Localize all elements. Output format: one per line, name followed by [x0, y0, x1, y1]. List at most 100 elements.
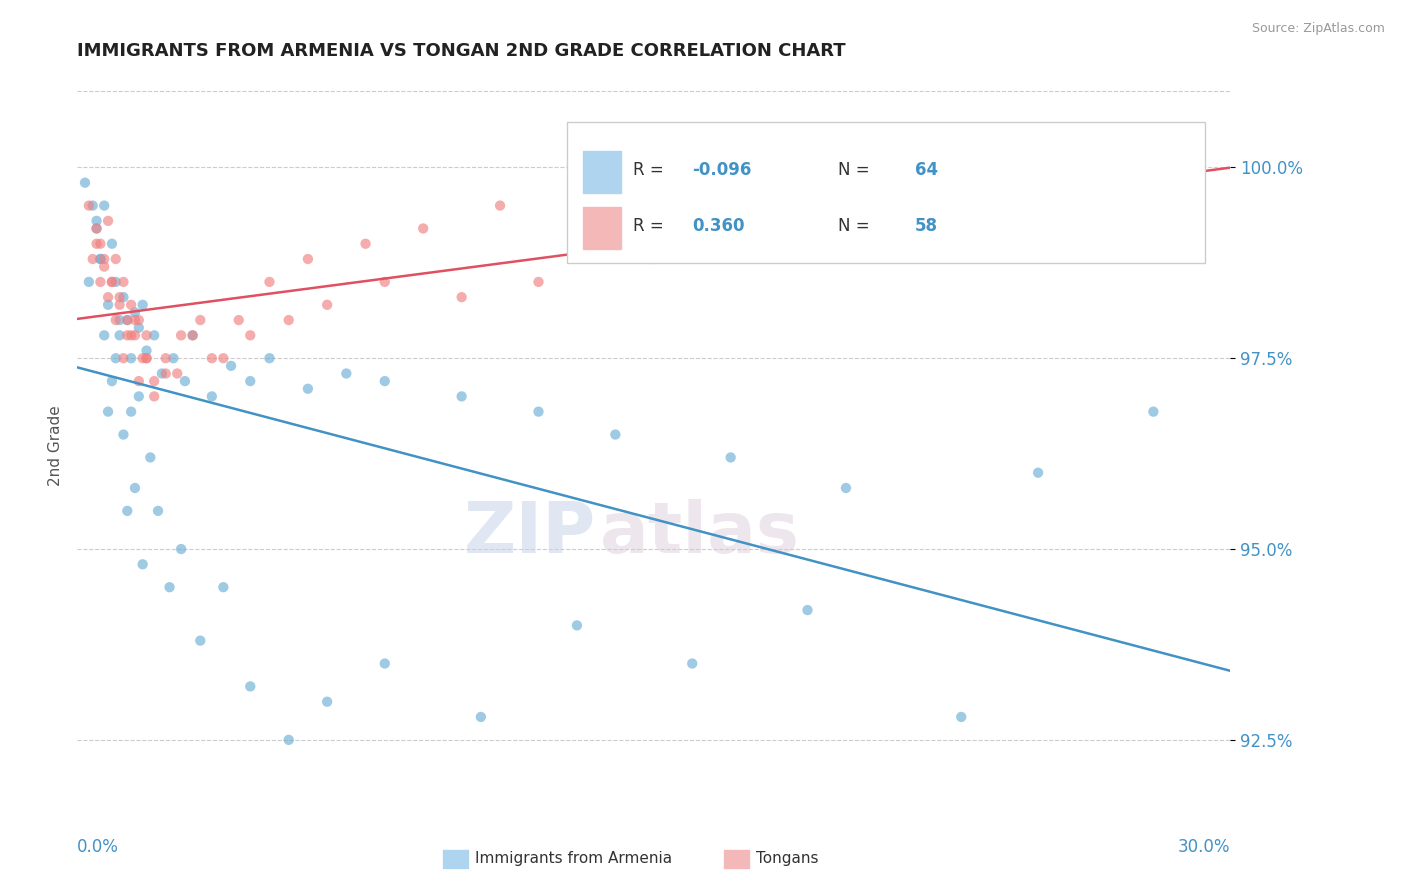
Point [135, 351, 157, 366]
Point [108, 290, 131, 304]
Point [101, 374, 124, 388]
Point [108, 313, 131, 327]
Point [112, 351, 135, 366]
Point [170, 328, 193, 343]
Text: 0.0%: 0.0% [77, 838, 120, 855]
Point [101, 236, 124, 251]
Text: N =: N = [838, 217, 875, 235]
Point [93, 260, 115, 274]
Point [374, 657, 396, 671]
Point [89, 236, 111, 251]
Point [73, 176, 96, 190]
Point [335, 367, 357, 381]
Point [124, 328, 146, 343]
Text: IMMIGRANTS FROM ARMENIA VS TONGAN 2ND GRADE CORRELATION CHART: IMMIGRANTS FROM ARMENIA VS TONGAN 2ND GR… [77, 43, 846, 61]
Point [188, 313, 211, 327]
Point [128, 389, 150, 403]
Point [1026, 214, 1049, 228]
Point [316, 695, 339, 709]
Point [77, 275, 100, 289]
Point [1142, 153, 1164, 167]
Point [150, 367, 173, 381]
Point [89, 252, 111, 266]
Point [117, 328, 139, 343]
Point [97, 290, 120, 304]
Point [143, 374, 166, 388]
Text: Source: ZipAtlas.com: Source: ZipAtlas.com [1251, 22, 1385, 36]
Text: -0.096: -0.096 [692, 161, 752, 178]
Point [120, 298, 142, 312]
Point [124, 313, 146, 327]
Point [108, 298, 131, 312]
Point [835, 236, 858, 251]
Point [97, 404, 120, 418]
Point [174, 374, 197, 388]
Y-axis label: 2nd Grade: 2nd Grade [48, 406, 63, 486]
Point [86, 236, 108, 251]
Point [117, 504, 139, 518]
Point [527, 404, 550, 418]
Point [108, 328, 131, 343]
Point [297, 252, 319, 266]
Point [120, 404, 142, 418]
Point [374, 374, 396, 388]
Point [104, 313, 127, 327]
Text: Tongans: Tongans [756, 852, 818, 866]
Point [489, 198, 512, 212]
Point [146, 504, 169, 518]
Point [219, 359, 242, 373]
Point [170, 542, 193, 557]
Point [104, 275, 127, 289]
Point [297, 382, 319, 396]
Point [565, 618, 588, 632]
Point [86, 214, 108, 228]
Point [86, 221, 108, 235]
Point [239, 328, 262, 343]
Point [162, 351, 184, 366]
Text: R =: R = [633, 161, 669, 178]
Point [135, 328, 157, 343]
Point [139, 450, 162, 465]
Point [89, 275, 111, 289]
Point [120, 351, 142, 366]
Point [97, 214, 120, 228]
Point [450, 389, 472, 403]
Point [101, 275, 124, 289]
Point [181, 328, 204, 343]
Point [228, 313, 250, 327]
Point [112, 290, 135, 304]
Point [412, 221, 434, 235]
Point [212, 351, 235, 366]
Point [112, 427, 135, 442]
Point [135, 351, 157, 366]
Point [201, 351, 224, 366]
Point [93, 252, 115, 266]
Point [120, 328, 142, 343]
Point [374, 275, 396, 289]
Point [758, 161, 780, 175]
Point [1026, 466, 1049, 480]
Point [181, 328, 204, 343]
Point [131, 298, 153, 312]
Point [950, 710, 973, 724]
Point [201, 389, 224, 403]
Point [104, 351, 127, 366]
Point [166, 367, 188, 381]
Text: 30.0%: 30.0% [1178, 838, 1230, 855]
Point [77, 198, 100, 212]
Point [128, 313, 150, 327]
Point [605, 427, 627, 442]
Text: 58: 58 [915, 217, 938, 235]
Point [605, 176, 627, 190]
Point [82, 252, 104, 266]
Point [354, 236, 377, 251]
Point [97, 298, 120, 312]
Point [720, 450, 742, 465]
Text: atlas: atlas [600, 500, 800, 568]
Point [159, 580, 181, 594]
Point [128, 320, 150, 334]
Point [239, 374, 262, 388]
Point [681, 657, 703, 671]
Point [796, 603, 818, 617]
Point [101, 275, 124, 289]
